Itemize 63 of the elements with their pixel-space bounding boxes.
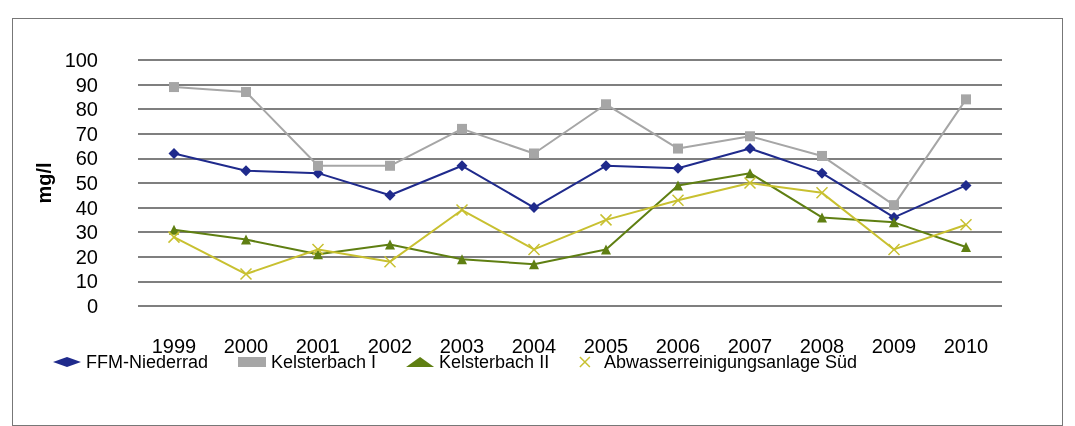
legend-label: FFM-Niederrad <box>86 352 209 372</box>
point <box>745 131 755 142</box>
point <box>529 259 539 270</box>
point <box>815 186 829 200</box>
point <box>816 167 828 179</box>
point <box>385 160 395 171</box>
point <box>167 230 181 244</box>
point <box>457 123 467 134</box>
point <box>673 180 683 191</box>
x-tick-label: 2009 <box>871 335 917 357</box>
legend-label: Kelsterbach II <box>439 352 550 372</box>
point <box>743 176 757 190</box>
point <box>961 94 971 105</box>
point <box>457 254 467 265</box>
point <box>311 243 325 256</box>
point <box>961 241 971 252</box>
y-tick-label: 90 <box>75 73 98 96</box>
point <box>383 255 397 268</box>
point <box>601 99 611 110</box>
y-tick-label: 50 <box>75 172 98 194</box>
y-tick-label: 20 <box>75 245 98 268</box>
point <box>960 179 972 191</box>
point <box>673 143 683 154</box>
point <box>672 162 684 174</box>
y-tick-label: 0 <box>86 295 98 317</box>
point <box>889 200 899 211</box>
point <box>384 189 396 201</box>
y-tick-label: 10 <box>75 270 98 293</box>
point <box>889 217 899 228</box>
point <box>456 160 468 172</box>
point <box>385 239 395 250</box>
point <box>601 244 611 255</box>
point <box>959 218 973 232</box>
y-tick-label: 60 <box>75 147 98 170</box>
point <box>168 147 180 159</box>
point <box>527 243 541 256</box>
point <box>887 243 901 256</box>
x-tick-label: 2000 <box>223 335 269 357</box>
point <box>241 86 251 97</box>
x-tick-label: 2010 <box>943 335 989 357</box>
y-tick-label: 100 <box>64 49 98 71</box>
point <box>817 150 827 161</box>
point <box>240 165 252 177</box>
y-axis-title: mg/l <box>32 162 55 204</box>
point <box>600 160 612 172</box>
y-tick-label: 70 <box>75 122 98 145</box>
point <box>455 203 469 217</box>
y-tick-label: 80 <box>75 98 98 121</box>
point <box>169 82 179 93</box>
point <box>529 148 539 159</box>
legend-label: Kelsterbach I <box>271 352 377 372</box>
point <box>313 249 323 260</box>
point <box>671 193 685 207</box>
point <box>528 202 540 214</box>
point <box>239 267 253 281</box>
y-tick-label: 40 <box>75 196 98 219</box>
point <box>599 213 613 227</box>
y-tick-label: 30 <box>75 221 98 244</box>
point <box>241 234 251 245</box>
point <box>817 212 827 223</box>
point <box>745 168 755 179</box>
point <box>313 160 323 171</box>
point <box>744 143 756 155</box>
